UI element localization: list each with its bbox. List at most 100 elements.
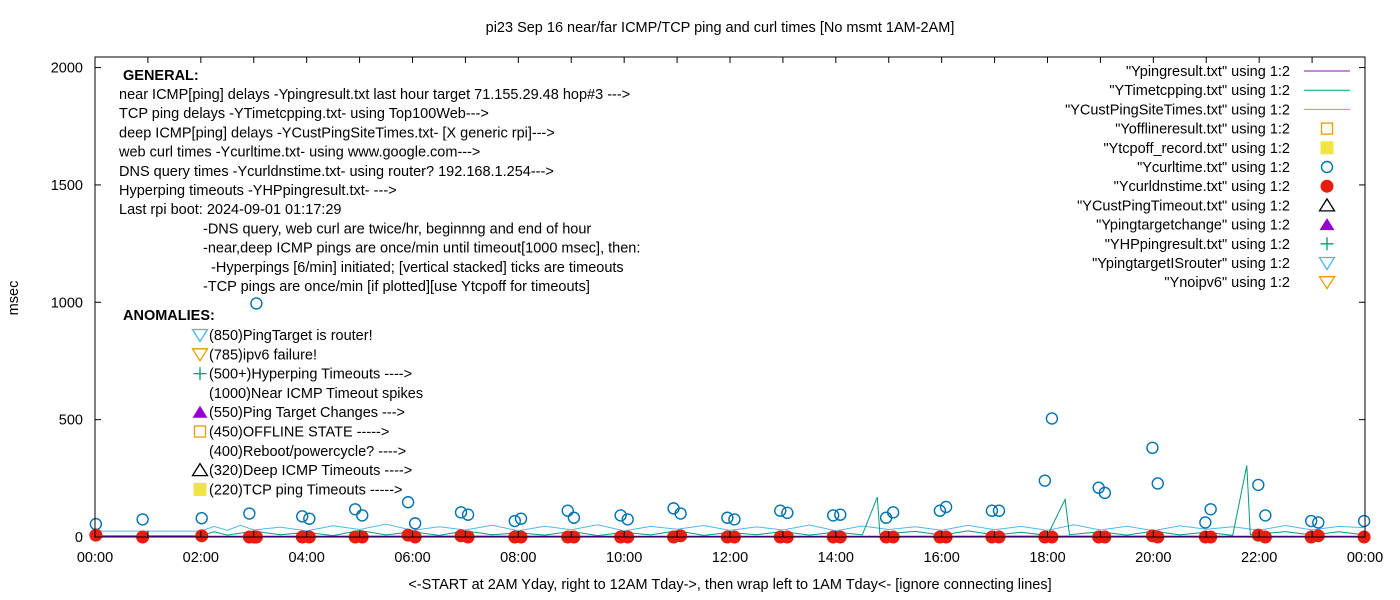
- annotations: GENERAL: near ICMP[ping] delays -Ypingres…: [118, 68, 640, 498]
- anomaly-item: (850)PingTarget is router!: [209, 328, 373, 344]
- y-tick-label: 500: [59, 413, 83, 429]
- legend-label: "Ynoipv6" using 1:2: [1164, 275, 1290, 291]
- x-tick-label: 10:00: [606, 550, 642, 566]
- curl-point: [992, 504, 1006, 517]
- legend-marker-icon: [1320, 141, 1334, 155]
- curl-point: [250, 297, 263, 310]
- chart-title: pi23 Sep 16 near/far ICMP/TCP ping and c…: [486, 20, 955, 36]
- y-tick-label: 0: [75, 530, 83, 546]
- general-note: -near,deep ICMP pings are once/min until…: [203, 241, 640, 257]
- anomaly-marker-icon: [193, 367, 207, 381]
- x-tick-label: 06:00: [394, 550, 430, 566]
- legend-marker-icon: [1320, 122, 1334, 135]
- curl-point: [1045, 412, 1059, 425]
- x-tick-label: 12:00: [712, 550, 748, 566]
- x-tick-label: 00:00: [1347, 550, 1383, 566]
- dns-point: [674, 529, 688, 543]
- curl-point: [721, 511, 734, 524]
- legend-label: "Ypingresult.txt" using 1:2: [1126, 64, 1290, 80]
- x-tick-label: 04:00: [289, 550, 325, 566]
- general-note: -DNS query, web curl are twice/hr, begin…: [203, 222, 591, 238]
- legend: "Ypingresult.txt" using 1:2 "YTimetcpping…: [1065, 64, 1350, 291]
- anomaly-marker-icon: [191, 328, 209, 343]
- legend-marker-icon: [1319, 218, 1335, 231]
- legend-marker-icon: [1320, 179, 1334, 193]
- y-tick-label: 1000: [51, 295, 83, 311]
- curl-point: [356, 509, 369, 522]
- legend-label: "Yofflineresult.txt" using 1:2: [1115, 122, 1290, 138]
- curl-point: [985, 504, 999, 517]
- y-tick-label: 1500: [51, 178, 83, 194]
- x-tick-label: 18:00: [1029, 550, 1065, 566]
- legend-label: "YCustPingSiteTimes.txt" using 1:2: [1065, 102, 1290, 118]
- curl-point: [454, 506, 468, 519]
- general-line: web curl times -Ycurltime.txt- using www…: [118, 145, 480, 161]
- curl-point: [621, 513, 634, 526]
- curl-point: [1312, 516, 1325, 529]
- general-note: -Hyperpings [6/min] initiated; [vertical…: [203, 260, 624, 276]
- anomaly-item: (785)ipv6 failure!: [209, 347, 317, 363]
- anomaly-marker-icon: [192, 405, 208, 418]
- axes: 00:00 02:00 04:00 06:00 08:00 10:00 12:00 14:00…: [51, 57, 1383, 566]
- curl-point: [408, 517, 422, 530]
- x-tick-label: 16:00: [924, 550, 960, 566]
- curl-point: [939, 500, 953, 514]
- general-note: -TCP pings are once/min [if plotted][use…: [203, 279, 590, 295]
- anomaly-marker-icon: [191, 348, 209, 363]
- legend-label: "YCustPingTimeout.txt" using 1:2: [1077, 198, 1290, 214]
- anomaly-marker-icon: [191, 462, 209, 477]
- curl-point: [508, 514, 522, 528]
- anomaly-item: (400)Reboot/powercycle? ---->: [209, 444, 406, 460]
- curl-point: [89, 517, 103, 531]
- general-line: DNS query times -Ycurldnstime.txt- using…: [119, 164, 554, 180]
- legend-label: "Ycurldnstime.txt" using 1:2: [1114, 179, 1290, 195]
- legend-marker-icon: [1318, 276, 1336, 290]
- curl-point: [674, 507, 687, 520]
- curl-point: [1305, 514, 1318, 528]
- anomaly-marker-icon: [193, 425, 207, 438]
- curl-point: [834, 508, 847, 521]
- curl-point: [461, 508, 475, 521]
- general-line: deep ICMP[ping] delays -YCustPingSiteTim…: [119, 125, 555, 141]
- curl-point: [401, 496, 415, 509]
- series-line-0: [95, 523, 1365, 532]
- curl-point: [1259, 509, 1272, 522]
- curl-point: [243, 507, 256, 520]
- general-line: TCP ping delays -YTimetcpping.txt- using…: [119, 106, 489, 122]
- curl-point: [561, 504, 574, 517]
- anomaly-item: (450)OFFLINE STATE ----->: [209, 425, 389, 441]
- legend-marker-icon: [1320, 237, 1334, 251]
- x-tick-label: 02:00: [183, 550, 219, 566]
- curl-point: [1252, 478, 1265, 492]
- curl-point: [1146, 441, 1159, 455]
- anomaly-item: (1000)Near ICMP Timeout spikes: [209, 386, 423, 402]
- anomalies-heading: ANOMALIES:: [123, 308, 215, 324]
- x-tick-label: 08:00: [500, 550, 536, 566]
- x-tick-label: 00:00: [77, 550, 113, 566]
- curl-point: [728, 513, 741, 526]
- curl-point: [826, 509, 840, 522]
- anomaly-item: (320)Deep ICMP Timeouts ---->: [209, 463, 412, 479]
- curl-point: [1098, 486, 1112, 500]
- general-line: near ICMP[ping] delays -Ypingresult.txt …: [119, 87, 630, 103]
- legend-label: "Ycurltime.txt" using 1:2: [1137, 160, 1290, 176]
- legend-label: "Ytcpoff_record.txt" using 1:2: [1103, 141, 1290, 157]
- y-tick-label: 2000: [51, 61, 83, 77]
- legend-label: "YpingtargetISrouter" using 1:2: [1092, 256, 1290, 272]
- general-heading: GENERAL:: [123, 68, 199, 84]
- legend-label: "YTimetcpping.txt" using 1:2: [1109, 83, 1290, 99]
- anomaly-item: (550)Ping Target Changes --->: [209, 405, 405, 421]
- legend-marker-icon: [1320, 160, 1334, 174]
- x-tick-label: 22:00: [1241, 550, 1277, 566]
- y-axis-label: msec: [6, 281, 22, 316]
- anomaly-item: (500+)Hyperping Timeouts ---->: [209, 367, 412, 383]
- general-line: Last rpi boot: 2024-09-01 01:17:29: [119, 202, 342, 218]
- x-axis-label: <-START at 2AM Yday, right to 12AM Tday-…: [408, 577, 1051, 593]
- curl-point: [1151, 477, 1164, 490]
- dns-point: [89, 528, 103, 542]
- legend-label: "Ypingtargetchange" using 1:2: [1096, 218, 1290, 234]
- curl-point: [348, 503, 362, 516]
- legend-marker-icon: [1318, 256, 1336, 271]
- curl-point: [1204, 503, 1217, 516]
- anomaly-item: (220)TCP ping Timeouts ----->: [209, 482, 403, 498]
